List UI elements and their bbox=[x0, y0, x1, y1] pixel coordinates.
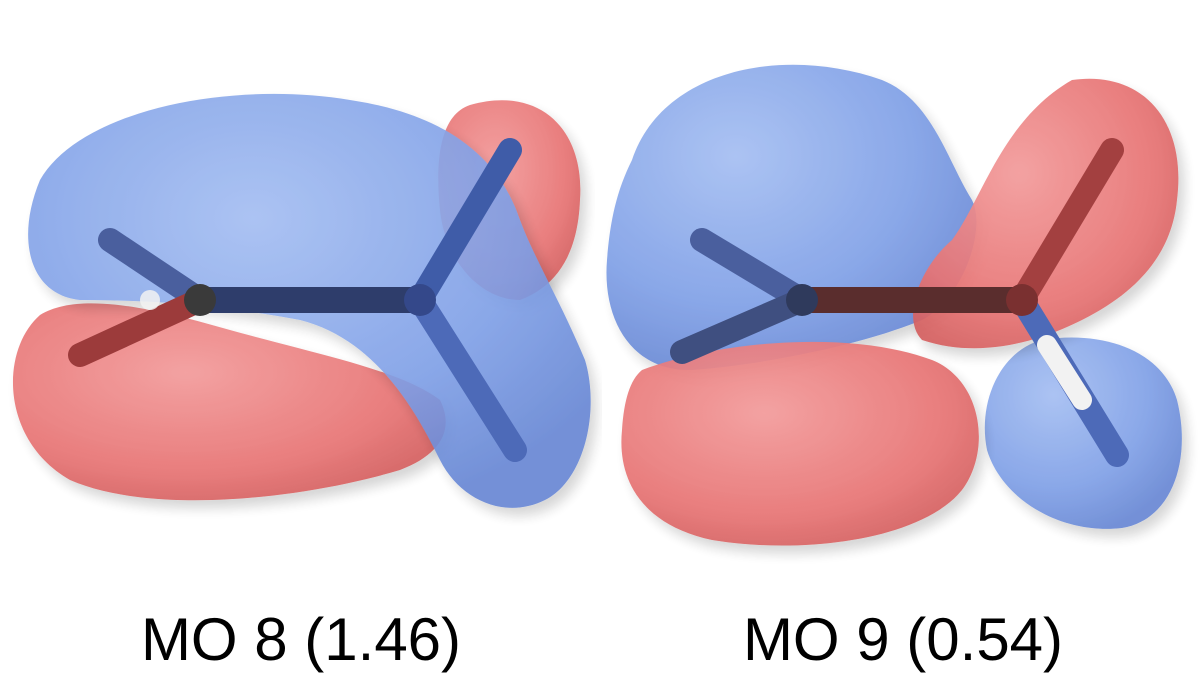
orbital-render-mo8 bbox=[12, 93, 591, 508]
orbital-render-mo9 bbox=[606, 64, 1182, 546]
orbital-panel-mo8: MO 8 (1.46) bbox=[0, 0, 602, 676]
orbital-caption: MO 9 (0.54) bbox=[742, 606, 1064, 673]
molecule-skeleton bbox=[68, 138, 527, 462]
orbital-panel-mo9: MO 9 (0.54) bbox=[602, 0, 1204, 676]
negative-lobe bbox=[12, 303, 446, 501]
molecule-skeleton bbox=[670, 138, 1129, 467]
positive-lobe bbox=[984, 337, 1182, 529]
orbital-caption: MO 8 (1.46) bbox=[140, 606, 462, 673]
negative-lobe bbox=[621, 341, 979, 546]
